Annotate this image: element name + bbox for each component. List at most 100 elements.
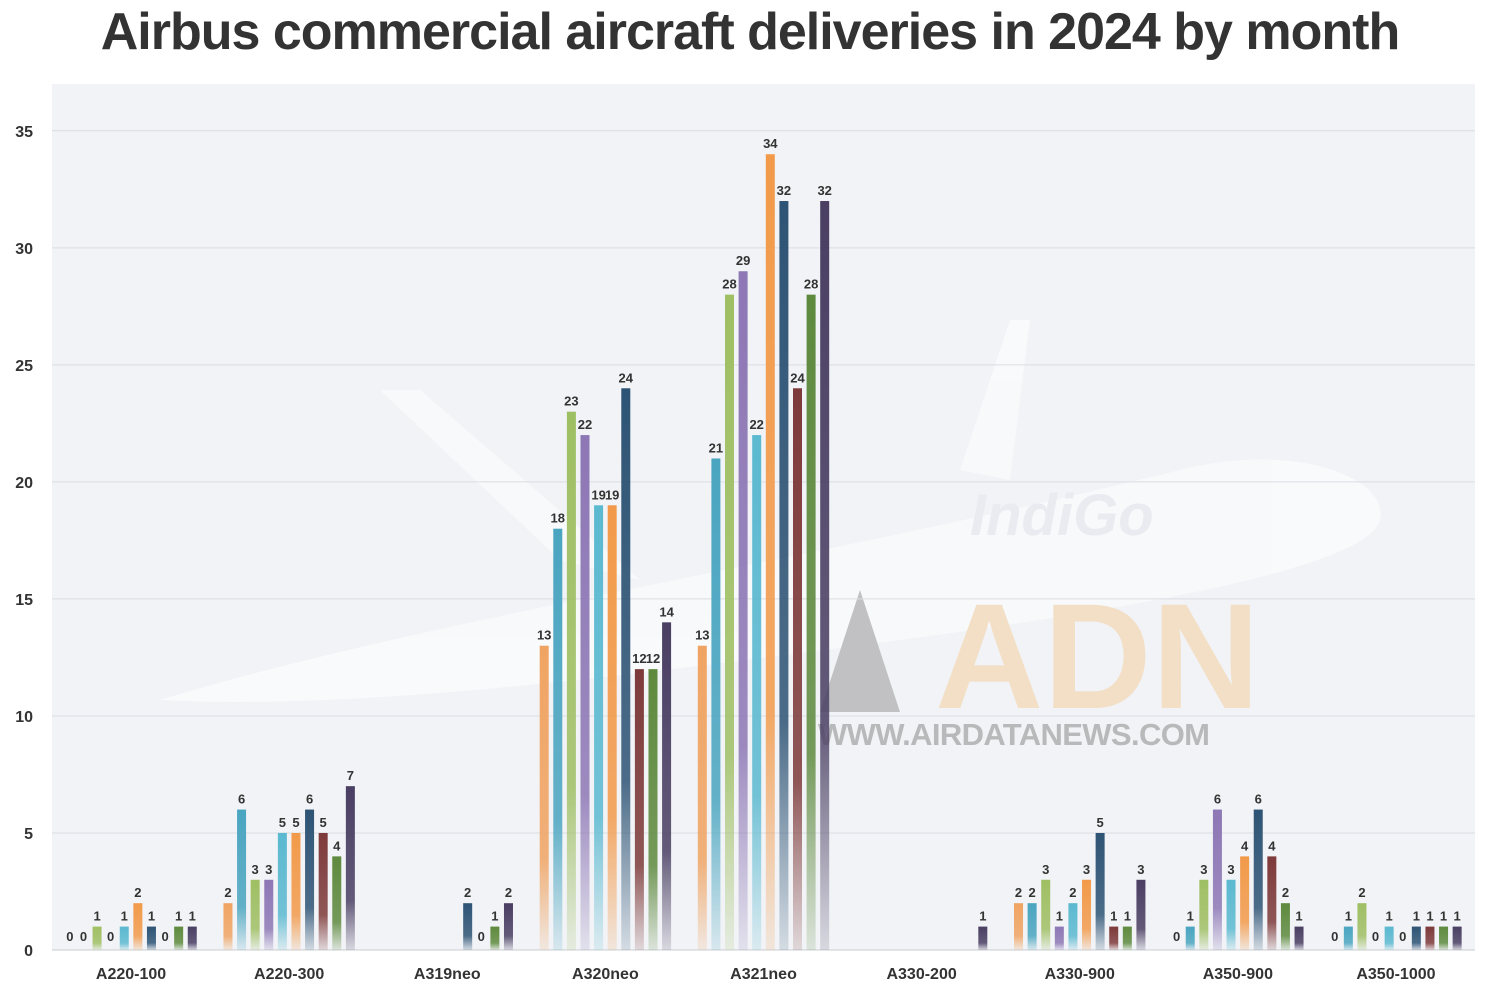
bar — [1226, 879, 1236, 950]
bar — [539, 645, 549, 950]
bar — [305, 809, 315, 950]
data-label: 7 — [347, 768, 354, 783]
bar — [1122, 926, 1132, 950]
y-tick-label: 0 — [24, 943, 33, 960]
data-label: 1 — [1454, 909, 1461, 924]
data-label: 34 — [763, 136, 778, 151]
data-label: 32 — [777, 183, 791, 198]
data-label: 23 — [564, 394, 578, 409]
bar — [580, 435, 590, 951]
bar — [1185, 926, 1195, 950]
bar — [738, 271, 748, 950]
data-label: 14 — [659, 604, 674, 619]
data-label: 32 — [817, 183, 831, 198]
bar — [490, 926, 500, 950]
data-label: 22 — [578, 417, 592, 432]
bar — [174, 926, 184, 950]
data-label: 1 — [1386, 909, 1393, 924]
bar — [503, 903, 513, 950]
adn-logo-icon — [820, 590, 900, 712]
bar — [119, 926, 129, 950]
bar — [648, 669, 658, 950]
bar — [820, 201, 830, 950]
data-label: 1 — [1056, 909, 1063, 924]
data-label: 5 — [320, 815, 327, 830]
bar — [1136, 879, 1146, 950]
data-label: 1 — [189, 909, 196, 924]
data-label: 1 — [148, 909, 155, 924]
data-label: 2 — [1358, 885, 1365, 900]
bar — [779, 201, 789, 950]
x-tick-label: A350-900 — [1203, 966, 1273, 983]
data-label: 24 — [790, 370, 805, 385]
bar — [594, 505, 604, 950]
data-label: 3 — [1083, 862, 1090, 877]
y-tick-label: 30 — [15, 241, 33, 258]
bar — [1343, 926, 1353, 950]
bar — [1212, 809, 1222, 950]
data-label: 28 — [804, 277, 818, 292]
data-label: 28 — [722, 277, 736, 292]
data-label: 4 — [1241, 838, 1249, 853]
data-label: 1 — [491, 909, 498, 924]
bar — [662, 622, 672, 950]
data-label: 2 — [464, 885, 471, 900]
bar — [1027, 903, 1037, 950]
data-label: 1 — [1110, 909, 1117, 924]
x-tick-label: A330-200 — [886, 966, 956, 983]
bar — [318, 832, 328, 950]
data-label: 4 — [333, 838, 341, 853]
data-label: 18 — [551, 511, 565, 526]
watermark-logo-text: ADN — [935, 572, 1260, 740]
x-tick-label: A321neo — [730, 966, 797, 983]
y-tick-label: 5 — [24, 826, 33, 843]
aircraft-tail — [960, 320, 1030, 480]
bar — [92, 926, 102, 950]
data-label: 19 — [591, 487, 605, 502]
data-label: 2 — [134, 885, 141, 900]
bar — [1041, 879, 1051, 950]
bar — [133, 903, 143, 950]
bar — [711, 458, 721, 950]
data-label: 2 — [505, 885, 512, 900]
bar — [187, 926, 197, 950]
data-label: 21 — [709, 440, 723, 455]
bar — [1253, 809, 1263, 950]
data-label: 6 — [1255, 792, 1262, 807]
data-label: 2 — [224, 885, 231, 900]
data-label: 22 — [749, 417, 763, 432]
bar — [1068, 903, 1078, 950]
x-tick-label: A350-1000 — [1356, 966, 1435, 983]
data-label: 1 — [979, 909, 986, 924]
data-label: 0 — [1331, 929, 1338, 944]
data-label: 1 — [1413, 909, 1420, 924]
bar — [1280, 903, 1290, 950]
bar — [1452, 926, 1462, 950]
bar — [264, 879, 274, 950]
data-label: 0 — [80, 929, 87, 944]
data-label: 5 — [1097, 815, 1104, 830]
x-axis: A220-100 A220-300 A319neo A320neo A321neo A33… — [96, 966, 1436, 983]
data-label: 2 — [1015, 885, 1022, 900]
data-label: 3 — [265, 862, 272, 877]
data-label: 3 — [252, 862, 259, 877]
data-label: 13 — [537, 628, 551, 643]
bar — [621, 388, 631, 950]
data-label: 24 — [619, 370, 634, 385]
data-label: 1 — [175, 909, 182, 924]
data-label: 6 — [1214, 792, 1221, 807]
chart-title: Airbus commercial aircraft deliveries in… — [100, 3, 1401, 61]
bar — [1294, 926, 1304, 950]
bar — [1109, 926, 1119, 950]
bar — [1014, 903, 1024, 950]
bar — [146, 926, 156, 950]
bar — [765, 154, 775, 951]
data-label: 3 — [1137, 862, 1144, 877]
bar — [1439, 926, 1449, 950]
bar — [332, 856, 342, 950]
data-label: 5 — [292, 815, 299, 830]
bar — [223, 903, 233, 950]
data-label: 0 — [107, 929, 114, 944]
bar — [793, 388, 802, 950]
